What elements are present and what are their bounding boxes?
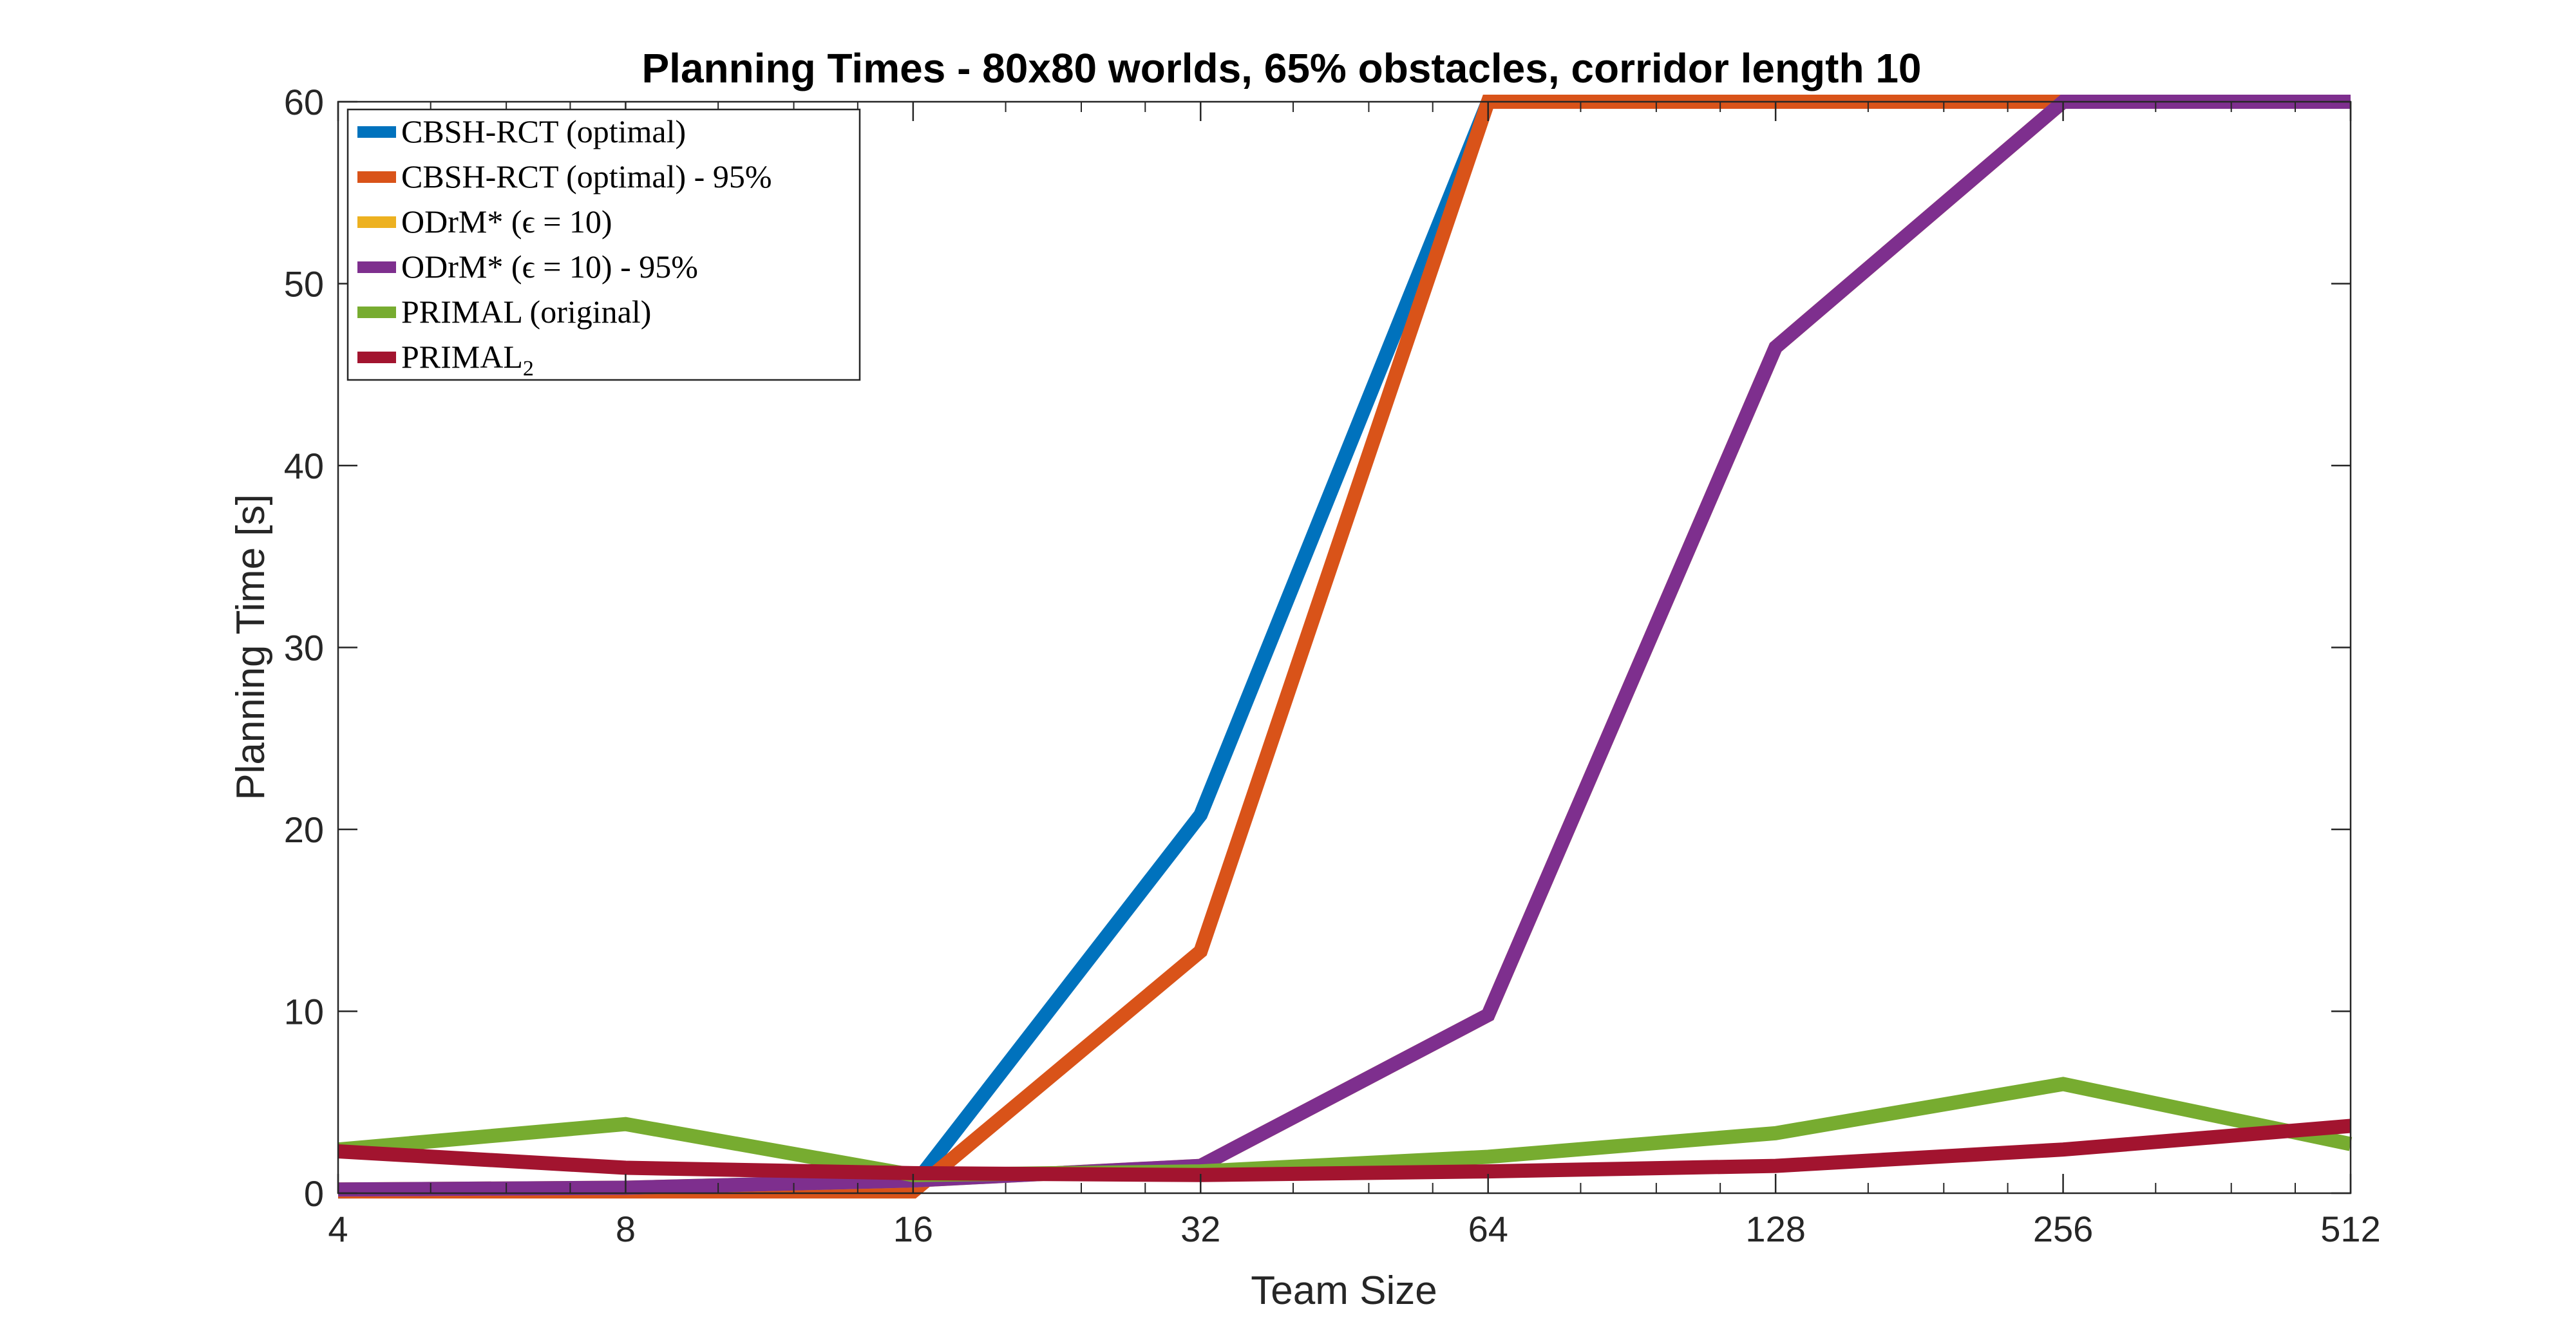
- series-line-5: [337, 1077, 2353, 1182]
- y-tick-label: 40: [284, 446, 324, 486]
- y-tick-label: 0: [304, 1173, 324, 1214]
- x-tick-label: 512: [2320, 1209, 2380, 1249]
- series-line-4: [337, 95, 2351, 1197]
- x-tick-label: 256: [2033, 1209, 2093, 1249]
- legend-label: CBSH-RCT (optimal): [401, 113, 686, 149]
- y-axis-label: Planning Time [s]: [229, 494, 273, 800]
- legend: CBSH-RCT (optimal) CBSH-RCT (optimal) - 9…: [346, 108, 861, 381]
- x-axis-label: Team Size: [1251, 1269, 1437, 1313]
- series-layer: [337, 95, 2353, 1199]
- x-tick-label: 128: [1745, 1209, 1805, 1249]
- tick-layer: 4 8 16 32 64 128 256 512 0 10 20 30 40 50 60: [284, 82, 2381, 1249]
- legend-label: CBSH-RCT (optimal) - 95%: [401, 158, 772, 194]
- y-tick-label: 60: [284, 82, 324, 122]
- x-tick-label: 16: [893, 1209, 933, 1249]
- x-tick-label: 64: [1468, 1209, 1508, 1249]
- x-tick-label: 4: [328, 1209, 348, 1249]
- x-tick-label: 32: [1180, 1209, 1220, 1249]
- x-tick-label: 8: [616, 1209, 636, 1249]
- chart-title: Planning Times - 80x80 worlds, 65% obsta…: [641, 45, 1921, 91]
- y-tick-label: 50: [284, 264, 324, 305]
- legend-label: PRIMAL (original): [401, 294, 651, 330]
- legend-label: PRIMAL2: [401, 339, 534, 381]
- legend-label: ODrM* (ϵ = 10): [401, 203, 612, 240]
- legend-box: [346, 108, 861, 381]
- y-tick-label: 20: [284, 809, 324, 850]
- y-tick-label: 10: [284, 992, 324, 1032]
- y-tick-label: 30: [284, 628, 324, 668]
- legend-label: ODrM* (ϵ = 10) - 95%: [401, 249, 698, 285]
- series-line-6: [337, 1119, 2351, 1182]
